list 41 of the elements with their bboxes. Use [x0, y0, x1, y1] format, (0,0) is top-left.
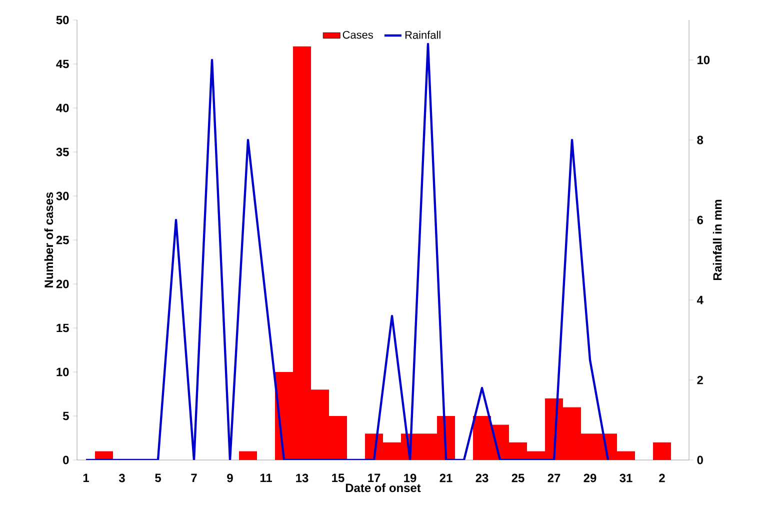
x-tick-label: 11 [260, 474, 272, 482]
y-tick-label: 5 [62, 412, 69, 420]
y-tick-label: 25 [56, 236, 69, 244]
x-axis-title: Date of onset [346, 483, 421, 492]
y2-tick-label: 8 [697, 136, 704, 144]
y2-tick-label: 10 [698, 56, 710, 64]
x-tick-label: 5 [155, 474, 161, 482]
x-tick-label: 31 [620, 474, 632, 482]
x-tick-label: 13 [296, 474, 308, 482]
y2-tick-label: 2 [697, 376, 703, 384]
x-tick-label: 19 [404, 474, 416, 482]
x-tick-label: 3 [118, 474, 125, 482]
x-tick-label: 17 [368, 474, 380, 482]
y-tick-label: 40 [56, 104, 69, 112]
y2-tick-label: 6 [697, 216, 703, 224]
x-tick-label: 7 [191, 474, 197, 482]
y-tick-label: 50 [56, 16, 69, 24]
x-tick-label: 21 [440, 474, 452, 482]
y-tick-label: 35 [56, 148, 69, 156]
y-tick-label: 15 [56, 324, 69, 332]
y-tick-label: 10 [56, 368, 69, 376]
y-tick-label: 0 [63, 456, 69, 464]
x-tick-label: 2 [659, 474, 665, 482]
y-axis-title: Number of cases [44, 192, 54, 288]
bar [653, 442, 672, 460]
x-tick-label: 27 [548, 474, 560, 482]
y-tick-label: 45 [56, 60, 69, 68]
legend-label: Cases [342, 30, 373, 39]
y2-tick-label: 4 [696, 296, 704, 304]
y2-tick-label: 0 [697, 456, 703, 464]
y-tick-label: 30 [56, 192, 69, 200]
x-tick-label: 15 [332, 474, 344, 482]
y-tick-label: 20 [56, 280, 69, 288]
x-tick-label: 9 [227, 474, 233, 482]
bar [239, 451, 258, 460]
x-tick-label: 25 [512, 474, 524, 482]
x-tick-label: 29 [584, 474, 596, 482]
y2-axis-title: Rainfall in mm [712, 200, 722, 280]
x-tick-label: 23 [476, 474, 488, 482]
legend-label: Rainfall [405, 30, 440, 39]
x-tick-label: 1 [83, 474, 89, 482]
